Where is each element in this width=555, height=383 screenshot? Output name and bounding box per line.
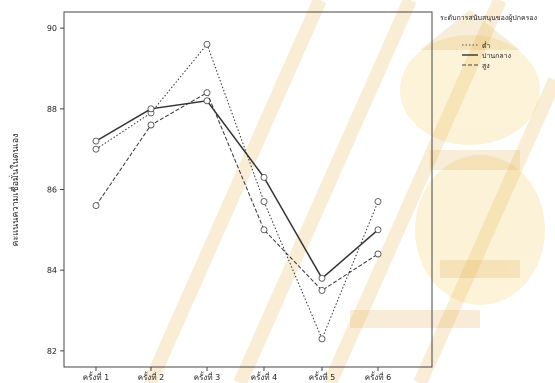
x-tick-label: ครั้งที่ 2: [138, 371, 164, 382]
data-point: [374, 198, 382, 206]
data-point: [203, 89, 211, 97]
data-point: [147, 121, 155, 129]
x-tick-label: ครั้งที่ 1: [83, 371, 109, 382]
data-point: [260, 198, 268, 206]
data-point: [260, 226, 268, 234]
data-point: [318, 335, 326, 343]
legend-entry-high: สูง: [482, 62, 490, 70]
data-point: [203, 40, 211, 48]
series-line: [95, 99, 379, 280]
legend: ระดับการสนับสนุนของผู้ปกครอง ต่ำ ปานกลาง…: [440, 14, 537, 70]
y-tick-label: 88: [47, 105, 57, 114]
y-tick-label: 86: [47, 186, 57, 195]
y-tick-label: 84: [47, 266, 57, 275]
x-tick-label: ครั้งที่ 6: [365, 371, 391, 382]
series-dashed: [92, 89, 382, 294]
x-tick-label: ครั้งที่ 3: [194, 371, 220, 382]
series-dotted: [92, 40, 382, 343]
plot-frame: [63, 11, 433, 368]
data-point: [92, 145, 100, 153]
x-tick-label: ครั้งที่ 4: [251, 371, 277, 382]
y-tick-label: 90: [47, 24, 57, 33]
data-point: [260, 173, 268, 181]
series-solid: [92, 97, 382, 282]
data-point: [318, 274, 326, 282]
legend-title: ระดับการสนับสนุนของผู้ปกครอง: [440, 14, 537, 22]
y-axis-title: คะแนนความเชื่อมั่นในตนเอง: [8, 133, 21, 246]
x-tick-label: ครั้งที่ 5: [309, 371, 335, 382]
y-tick-label: 82: [47, 347, 57, 356]
legend-entry-mid: ปานกลาง: [482, 52, 511, 60]
data-point: [318, 286, 326, 294]
legend-entry-low: ต่ำ: [482, 41, 491, 50]
data-point: [92, 202, 100, 210]
data-point: [92, 137, 100, 145]
data-point: [374, 226, 382, 234]
data-point: [374, 250, 382, 258]
series-line: [95, 43, 379, 341]
data-point: [147, 105, 155, 113]
series-line: [95, 91, 379, 292]
